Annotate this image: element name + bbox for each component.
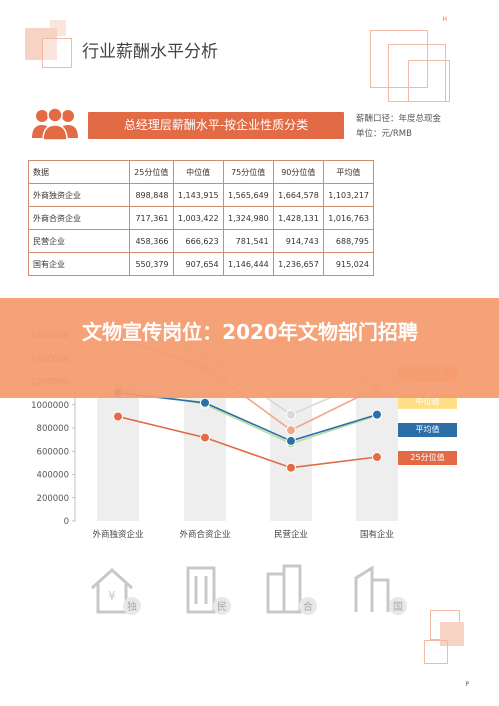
x-tick-label: 外商独资企业 [92, 529, 143, 540]
table-cell: 898,848 [129, 183, 174, 207]
icon-label: 合 [303, 600, 313, 613]
currency-unit: 单位：元/RMB [356, 129, 412, 139]
x-tick-label: 外商合资企业 [179, 529, 230, 540]
section-banner: 总经理层薪酬水平-按企业性质分类 [88, 112, 344, 139]
y-tick-label: 400000 [37, 471, 69, 481]
table-cell: 1,003,422 [172, 206, 224, 230]
table-row: 民营企业 458,366 666,623 781,541 914,743 688… [28, 229, 375, 253]
y-tick-label: 800000 [37, 424, 69, 434]
icon-label: 民 [217, 601, 227, 613]
joint-venture-building-icon: 民 [186, 566, 231, 615]
private-building-icon: 合 [266, 564, 317, 615]
state-owned-building-icon: 国 [354, 565, 407, 615]
series-point [286, 409, 296, 420]
salary-table: 数据 25分位值 中位值 75分位值 90分位值 平均值 外商独资企业 898,… [28, 160, 375, 276]
salary-caliber: 薪酬口径：年度总现金 [356, 114, 442, 124]
table-row: 外商合资企业 717,361 1,003,422 1,324,980 1,428… [28, 206, 375, 230]
deco-square [424, 640, 448, 664]
header-cell: 中位值 [172, 160, 224, 184]
legend-item: 25分位值 [398, 451, 457, 465]
series-line [117, 391, 378, 442]
table-cell: 1,565,649 [222, 183, 274, 207]
table-cell: 1,236,657 [272, 252, 324, 276]
svg-text:¥: ¥ [108, 589, 116, 603]
overlay-banner [0, 298, 499, 398]
header-cell: 数据 [28, 160, 130, 184]
x-tick-label: 民营企业 [274, 529, 308, 540]
deco-square [408, 60, 450, 102]
table-cell: 914,743 [272, 229, 324, 253]
table-cell: 1,016,763 [322, 206, 375, 230]
table-row: 国有企业 550,379 907,654 1,146,444 1,236,657… [28, 252, 375, 276]
people-icon [32, 107, 78, 141]
y-tick-label: 200000 [37, 494, 69, 504]
header-cell: 90分位值 [272, 160, 324, 184]
header-cell: 平均值 [322, 160, 375, 184]
table-cell: 民营企业 [28, 229, 130, 253]
y-tick-label: 0 [64, 517, 69, 527]
deco-square [42, 38, 72, 68]
series-point [286, 425, 296, 436]
table-cell: 907,654 [172, 252, 224, 276]
series-point [372, 409, 382, 420]
table-row: 外商独资企业 898,848 1,143,915 1,565,649 1,664… [28, 183, 375, 207]
header-cell: 25分位值 [129, 160, 174, 184]
series-point [286, 435, 296, 446]
table-cell: 550,379 [129, 252, 174, 276]
y-tick-label: 1000000 [31, 401, 69, 411]
deco-square [370, 30, 428, 88]
x-tick-label: 国有企业 [360, 529, 394, 540]
table-cell: 781,541 [222, 229, 274, 253]
page-title: 行业薪酬水平分析 [82, 42, 218, 62]
series-point [372, 452, 382, 463]
icon-label: 国 [393, 601, 403, 613]
legend-item: 平均值 [398, 423, 457, 437]
table-cell: 1,428,131 [272, 206, 324, 230]
legend-item: 中位值 [398, 395, 457, 409]
header-cell: 75分位值 [222, 160, 274, 184]
table-cell: 666,623 [172, 229, 224, 253]
series-point [200, 432, 210, 443]
series-point [113, 411, 123, 422]
table-cell: 688,795 [322, 229, 375, 253]
table-header-row: 数据 25分位值 中位值 75分位值 90分位值 平均值 [28, 160, 375, 184]
table-cell: 国有企业 [28, 252, 130, 276]
series-line [117, 415, 378, 469]
table-cell: 外商独资企业 [28, 183, 130, 207]
table-cell: 1,664,578 [272, 183, 324, 207]
deco-square [440, 622, 464, 646]
table-cell: 1,146,444 [222, 252, 274, 276]
overlay-title: 文物宣传岗位：2020年文物部门招聘 [82, 320, 418, 344]
table-cell: 1,324,980 [222, 206, 274, 230]
series-point [286, 462, 296, 473]
page-mark: P [465, 681, 469, 688]
deco-square [50, 20, 66, 36]
icon-label: 独 [127, 600, 137, 613]
table-cell: 1,143,915 [172, 183, 224, 207]
table-cell: 458,366 [129, 229, 174, 253]
table-cell: 外商合资企业 [28, 206, 130, 230]
table-cell: 717,361 [129, 206, 174, 230]
series-point [200, 397, 210, 408]
table-cell: 915,024 [322, 252, 375, 276]
corner-mark: H [442, 16, 447, 23]
y-tick-label: 600000 [37, 447, 69, 457]
foreign-owned-building-icon: ¥ 独 [90, 567, 141, 615]
table-cell: 1,103,217 [322, 183, 375, 207]
